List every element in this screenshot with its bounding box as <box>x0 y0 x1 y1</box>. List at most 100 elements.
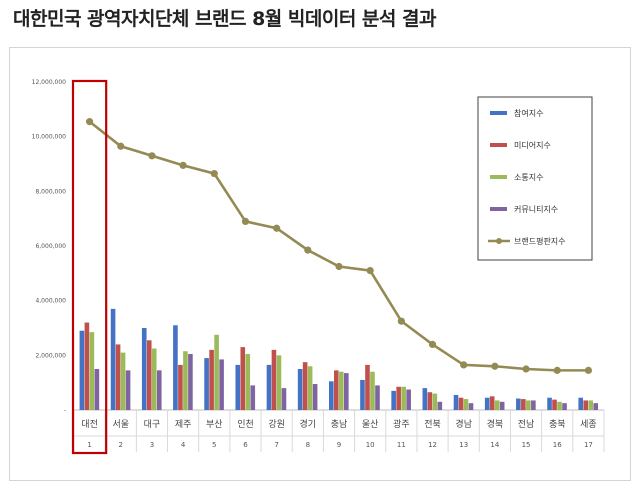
category-label: 부산 <box>206 419 223 430</box>
bar-참여지수 <box>110 308 116 410</box>
bar-커뮤니티지수 <box>250 385 256 410</box>
bar-커뮤니티지수 <box>531 400 536 410</box>
category-label: 서울 <box>112 419 129 430</box>
point-브랜드평판지수 <box>366 267 374 275</box>
bar-소통지수 <box>276 355 282 410</box>
bar-소통지수 <box>588 400 594 410</box>
category-label: 경기 <box>300 418 317 430</box>
bar-참여지수 <box>391 390 396 410</box>
rank-label: 11 <box>397 441 406 449</box>
rank-label: 1 <box>87 441 91 449</box>
rank-label: 15 <box>522 441 531 449</box>
bar-미디어지수 <box>583 400 589 410</box>
bar-참여지수 <box>329 381 334 410</box>
legend-swatch <box>490 207 507 211</box>
category-label: 충남 <box>331 419 348 430</box>
y-tick-label: 6,000,000 <box>35 243 66 250</box>
rank-label: 16 <box>553 441 562 449</box>
bar-커뮤니티지수 <box>437 401 443 410</box>
bar-참여지수 <box>173 325 178 410</box>
point-브랜드평판지수 <box>460 361 468 369</box>
rank-label: 6 <box>243 441 248 449</box>
point-브랜드평판지수 <box>397 317 405 325</box>
category-label: 경남 <box>455 418 472 430</box>
point-브랜드평판지수 <box>273 224 281 232</box>
bar-미디어지수 <box>115 344 121 410</box>
rank-label: 10 <box>366 441 375 449</box>
bar-소통지수 <box>370 371 375 410</box>
bar-소통지수 <box>214 334 219 410</box>
bar-미디어지수 <box>427 392 433 410</box>
category-label: 강원 <box>268 419 285 430</box>
bar-커뮤니티지수 <box>468 403 474 410</box>
legend-label: 브랜드평판지수 <box>514 236 566 246</box>
bar-커뮤니티지수 <box>406 389 411 410</box>
rank-label: 3 <box>150 441 154 449</box>
bar-커뮤니티지수 <box>94 369 100 410</box>
bar-소통지수 <box>401 386 406 410</box>
bar-소통지수 <box>494 400 500 410</box>
point-브랜드평판지수 <box>553 366 561 374</box>
page-title: 대한민국 광역자치단체 브랜드 8월 빅데이터 분석 결과 <box>13 8 436 30</box>
bar-미디어지수 <box>458 397 464 410</box>
legend-swatch <box>490 111 507 115</box>
bar-참여지수 <box>297 369 303 410</box>
bar-커뮤니티지수 <box>375 385 380 410</box>
point-브랜드평판지수 <box>584 366 593 374</box>
y-tick-label: 10,000,000 <box>32 134 67 141</box>
bar-미디어지수 <box>552 399 557 410</box>
bar-소통지수 <box>557 401 562 410</box>
bar-소통지수 <box>120 352 126 410</box>
bar-참여지수 <box>422 388 428 410</box>
category-label: 전북 <box>424 419 441 430</box>
point-브랜드평판지수 <box>85 118 94 126</box>
point-브랜드평판지수 <box>491 362 499 370</box>
category-label: 제주 <box>175 419 192 430</box>
bar-미디어지수 <box>84 322 90 410</box>
bar-미디어지수 <box>302 362 308 410</box>
rank-label: 8 <box>306 441 310 449</box>
bar-참여지수 <box>79 330 85 410</box>
bar-소통지수 <box>245 353 251 410</box>
category-label: 인천 <box>237 419 254 430</box>
category-label: 광주 <box>393 418 410 430</box>
bar-소통지수 <box>151 348 157 410</box>
bar-미디어지수 <box>521 399 526 410</box>
bar-참여지수 <box>578 397 584 410</box>
legend-swatch <box>490 143 507 147</box>
category-label: 대구 <box>144 419 161 430</box>
category-label: 대전 <box>81 419 98 430</box>
bar-커뮤니티지수 <box>156 370 162 410</box>
bar-참여지수 <box>516 398 521 410</box>
y-tick-label: 4,000,000 <box>35 298 66 305</box>
y-tick-label: - <box>64 407 66 414</box>
point-브랜드평판지수 <box>522 365 530 373</box>
rank-label: 2 <box>119 441 123 449</box>
bar-소통지수 <box>307 366 313 410</box>
bar-참여지수 <box>235 364 241 410</box>
bar-미디어지수 <box>271 349 277 410</box>
bar-참여지수 <box>204 358 209 410</box>
bar-커뮤니티지수 <box>344 373 349 410</box>
rank-label: 4 <box>181 441 186 449</box>
bar-참여지수 <box>360 379 365 410</box>
rank-label: 13 <box>459 441 468 449</box>
bar-미디어지수 <box>489 396 495 410</box>
rank-label: 14 <box>490 441 499 449</box>
point-브랜드평판지수 <box>179 161 187 169</box>
bar-커뮤니티지수 <box>125 370 131 410</box>
legend-label: 소통지수 <box>514 173 543 182</box>
point-브랜드평판지수 <box>241 217 250 225</box>
category-label: 충북 <box>549 419 566 430</box>
bar-소통지수 <box>526 400 531 410</box>
bar-미디어지수 <box>334 370 339 410</box>
rank-label: 12 <box>428 441 437 449</box>
category-label: 울산 <box>362 419 379 430</box>
y-tick-label: 8,000,000 <box>35 188 66 195</box>
bar-참여지수 <box>141 328 147 410</box>
legend-swatch <box>490 175 507 179</box>
point-브랜드평판지수 <box>148 152 156 160</box>
bar-소통지수 <box>463 399 469 410</box>
